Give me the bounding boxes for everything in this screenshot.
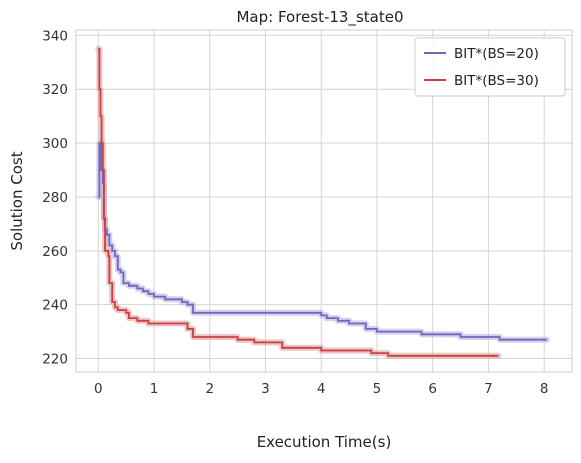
line-series-1 bbox=[98, 142, 547, 341]
x-tick-label: 4 bbox=[317, 381, 326, 397]
x-tick-label: 6 bbox=[428, 381, 437, 397]
y-tick-label: 260 bbox=[42, 244, 68, 260]
plot-area-frame bbox=[75, 29, 573, 373]
legend-label-bs20: BIT*(BS=20) bbox=[454, 46, 539, 62]
x-tick-labels: 0 1 2 3 4 5 6 7 8 bbox=[94, 381, 548, 397]
x-tick-label: 2 bbox=[205, 381, 214, 397]
y-tick-label: 220 bbox=[42, 352, 68, 368]
y-tick-label: 280 bbox=[42, 190, 68, 206]
y-tick-label: 340 bbox=[42, 28, 68, 44]
line-series-2 bbox=[98, 48, 499, 357]
chart-title: Map: Forest-13_state0 bbox=[236, 8, 403, 27]
legend: BIT*(BS=20) BIT*(BS=30) bbox=[414, 37, 566, 97]
x-tick-label: 8 bbox=[540, 381, 549, 397]
x-tick-label: 0 bbox=[94, 381, 103, 397]
band-series-1 bbox=[95, 140, 550, 343]
series-lines bbox=[98, 48, 547, 357]
x-tick-label: 1 bbox=[150, 381, 159, 397]
x-axis-label: Execution Time(s) bbox=[257, 433, 392, 451]
grid-lines bbox=[76, 30, 572, 372]
x-tick-label: 5 bbox=[373, 381, 382, 397]
y-tick-label: 240 bbox=[42, 298, 68, 314]
x-tick-label: 7 bbox=[484, 381, 493, 397]
y-tick-label: 300 bbox=[42, 136, 68, 152]
y-tick-label: 320 bbox=[42, 82, 68, 98]
legend-label-bs30: BIT*(BS=30) bbox=[454, 73, 539, 89]
x-tick-label: 3 bbox=[261, 381, 270, 397]
y-tick-labels: 220 240 260 280 300 320 340 bbox=[42, 28, 68, 367]
legend-frame bbox=[414, 37, 566, 97]
y-axis-label: Solution Cost bbox=[8, 151, 26, 250]
